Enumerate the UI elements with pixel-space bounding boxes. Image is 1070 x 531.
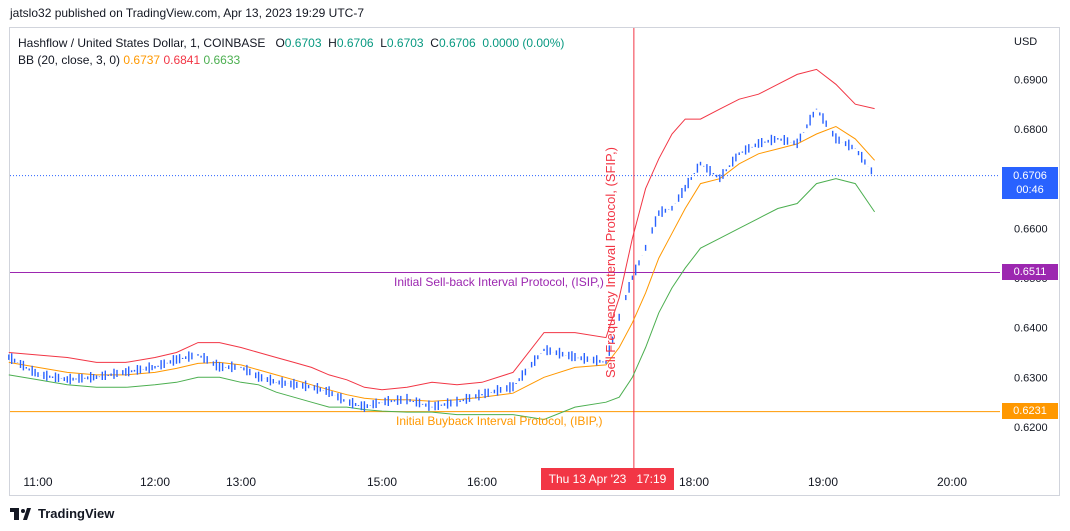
published-by-text: jatslo32 published on TradingView.com, A… — [10, 6, 364, 20]
price-tick-label: 0.6600 — [1014, 223, 1048, 235]
price-tick-label: 0.6300 — [1014, 372, 1048, 384]
vertical-line-label: Sell Frequency Interval Protocol, (SFIP,… — [603, 147, 618, 378]
chart-panel[interactable] — [9, 27, 1060, 496]
sell-level-label: Initial Sell-back Interval Protocol, (IS… — [394, 275, 604, 289]
bb-basis-value: 0.6737 — [123, 53, 161, 67]
symbol-legend: Hashflow / United States Dollar, 1, COIN… — [18, 36, 564, 50]
series-bb-upper — [8, 68, 875, 391]
time-tick-label: 18:00 — [679, 475, 709, 489]
price-tick-label: 0.6800 — [1014, 124, 1048, 136]
bb-lower-value: 0.6633 — [203, 53, 241, 67]
tradingview-wordmark: TradingView — [38, 506, 115, 521]
low-label: L — [380, 36, 387, 50]
price-tick-label: 0.6900 — [1014, 74, 1048, 86]
high-label: H — [328, 36, 337, 50]
change-value: 0.0000 (0.00%) — [482, 36, 565, 50]
crosshair-time-label: Thu 13 Apr '23 17:19 — [541, 468, 674, 490]
open-value: 0.6703 — [284, 36, 322, 50]
last-price-value: 0.6706 — [1013, 170, 1047, 182]
price-tick-label: 0.6200 — [1014, 422, 1048, 434]
tradingview-icon — [10, 507, 31, 520]
time-tick-label: 20:00 — [937, 475, 967, 489]
series-bb-lower — [8, 178, 876, 421]
time-tick-label: 13:00 — [226, 475, 256, 489]
buy-level-badge: 0.6231 — [1002, 403, 1058, 419]
time-tick-label: 16:00 — [467, 475, 497, 489]
currency-label: USD — [1014, 36, 1038, 48]
sell-level-badge: 0.6511 — [1002, 264, 1058, 280]
open-label: O — [275, 36, 285, 50]
symbol-title: Hashflow / United States Dollar, 1, COIN… — [18, 36, 266, 50]
low-value: 0.6703 — [386, 36, 424, 50]
time-tick-label: 19:00 — [808, 475, 838, 489]
buy-level-label: Initial Buyback Interval Protocol, (IBIP… — [396, 414, 603, 428]
time-tick-label: 11:00 — [23, 475, 52, 489]
close-label: C — [430, 36, 439, 50]
time-tick-label: 15:00 — [367, 475, 397, 489]
time-tick-label: 12:00 — [140, 475, 170, 489]
tradingview-logo: TradingView — [10, 506, 114, 521]
high-value: 0.6706 — [336, 36, 374, 50]
bb-legend: BB (20, close, 3, 0) 0.6737 0.6841 0.663… — [18, 53, 240, 67]
close-value: 0.6706 — [438, 36, 476, 50]
countdown-value: 00:46 — [1016, 184, 1044, 196]
last-price-badge: 0.6706 00:46 — [1002, 167, 1058, 199]
price-tick-label: 0.6400 — [1014, 323, 1048, 335]
bb-label: BB (20, close, 3, 0) — [18, 53, 121, 67]
bb-upper-value: 0.6841 — [163, 53, 201, 67]
